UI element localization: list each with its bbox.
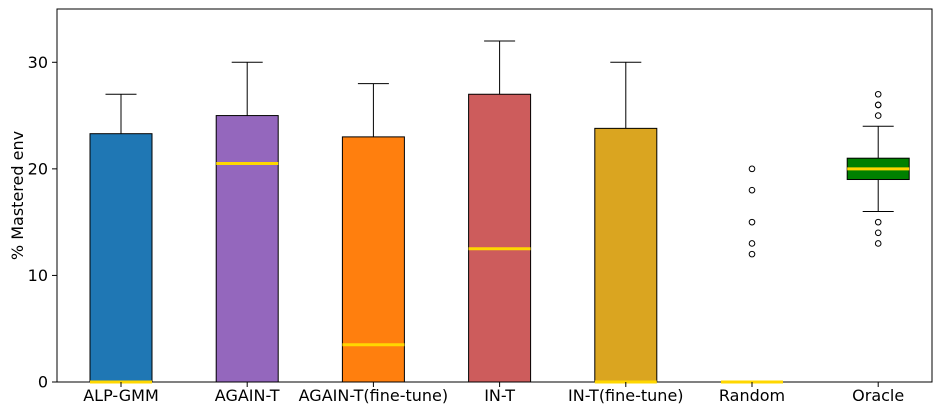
box-in-t-fine-tune: [594, 127, 658, 383]
box-alp-gmm: [89, 133, 153, 383]
x-tick-label: IN-T(fine-tune): [568, 386, 683, 405]
chart-marks: [89, 40, 910, 384]
flier-random: [748, 186, 756, 194]
y-tick-label: 20: [28, 159, 48, 178]
flier-oracle: [874, 229, 882, 237]
x-tick-label: AGAIN-T: [215, 386, 280, 405]
y-tick-label: 0: [38, 373, 48, 392]
x-tick-label: Random: [719, 386, 785, 405]
flier-random: [748, 240, 756, 247]
box-in-t: [468, 93, 532, 383]
x-tick-label: AGAIN-T(fine-tune): [299, 386, 449, 405]
flier-random: [748, 165, 756, 173]
y-tick-label: 10: [28, 266, 48, 285]
flier-oracle: [874, 218, 882, 226]
box-again-t-fine-tune: [341, 136, 405, 383]
flier-random: [748, 250, 756, 258]
flier-oracle: [874, 112, 882, 119]
x-tick-label: ALP-GMM: [83, 386, 159, 405]
box-again-t: [215, 115, 279, 383]
y-axis-title: % Mastered env: [8, 131, 27, 260]
y-tick-label: 30: [28, 53, 48, 72]
flier-oracle: [874, 90, 882, 98]
flier-oracle: [874, 240, 882, 247]
x-tick-label: IN-T: [484, 386, 515, 405]
x-tick-label: Oracle: [852, 386, 904, 405]
chart-axes: ALP-GMM AGAIN-T AGAIN-T(fine-tune) IN-T IN-T…: [28, 53, 905, 405]
flier-oracle: [874, 101, 882, 109]
flier-random: [748, 218, 756, 226]
